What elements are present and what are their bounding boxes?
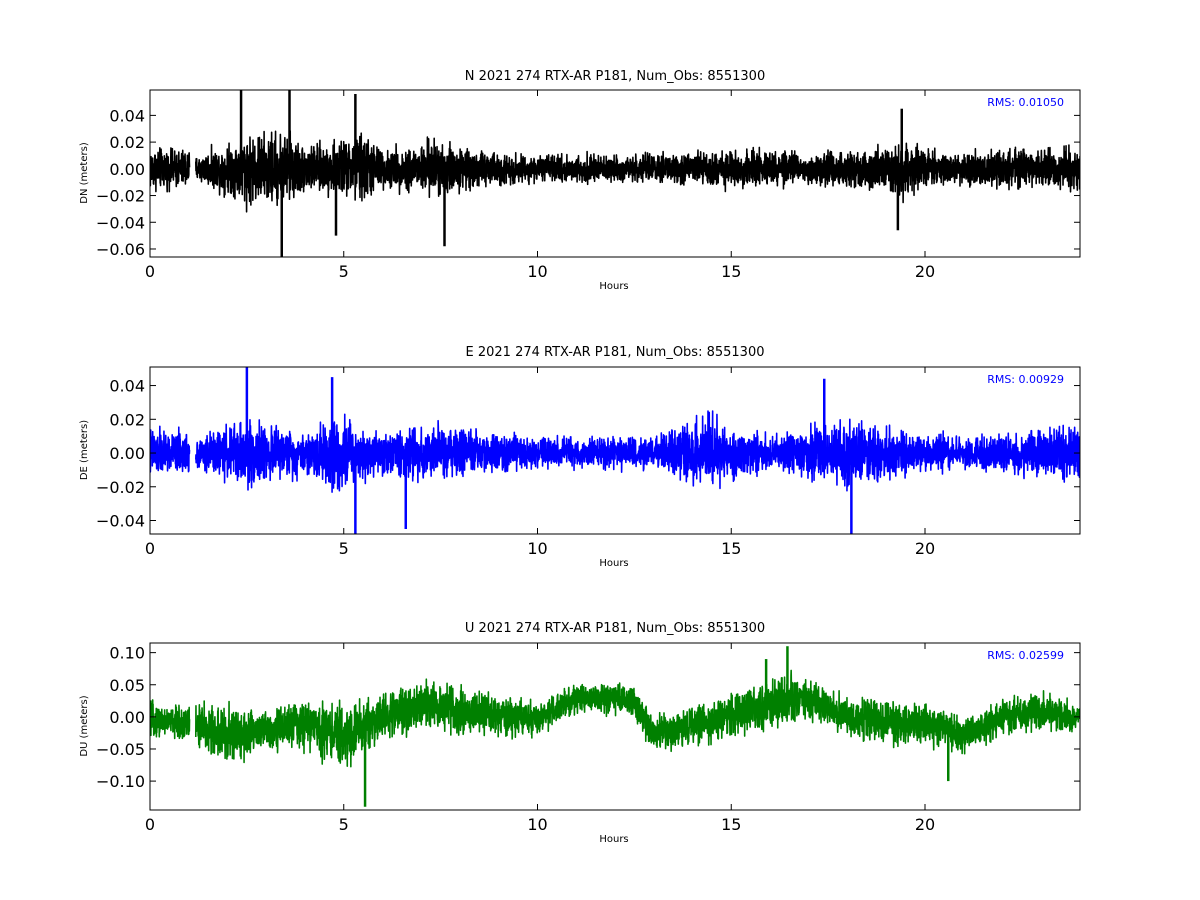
y-tick-label: 0.02 (109, 410, 145, 429)
rms-annotation: RMS: 0.00929 (987, 373, 1064, 386)
chart-title: N 2021 274 RTX-AR P181, Num_Obs: 8551300 (465, 69, 765, 84)
rms-annotation: RMS: 0.01050 (987, 96, 1064, 109)
y-axis-label: DN (meters) (79, 142, 90, 204)
y-axis-label: DE (meters) (79, 420, 90, 480)
x-tick-label: 15 (721, 262, 741, 281)
x-tick-label: 10 (527, 262, 547, 281)
x-tick-label: 10 (527, 815, 547, 834)
x-tick-label: 0 (145, 262, 155, 281)
y-tick-label: −0.04 (96, 213, 145, 232)
x-tick-label: 5 (339, 539, 349, 558)
panel-north: N 2021 274 RTX-AR P181, Num_Obs: 8551300… (79, 69, 1081, 292)
y-tick-label: 0.04 (109, 377, 145, 396)
y-tick-label: −0.02 (96, 478, 145, 497)
y-tick-label: 0.05 (109, 676, 145, 695)
x-tick-label: 0 (145, 815, 155, 834)
x-tick-label: 20 (915, 539, 935, 558)
y-tick-label: 0.10 (109, 644, 145, 663)
ticks-layer: 0 5 10 15 20 −0.06 −0.04 −0.02 0.00 0.02 0.04 (96, 90, 1080, 281)
x-tick-label: 20 (915, 815, 935, 834)
x-tick-label: 15 (721, 815, 741, 834)
y-tick-label: −0.05 (96, 740, 145, 759)
trace-layer (150, 90, 1080, 257)
panel-up: U 2021 274 RTX-AR P181, Num_Obs: 8551300… (79, 621, 1081, 845)
trace-layer (150, 646, 1080, 807)
x-axis-label: Hours (599, 558, 628, 569)
x-tick-label: 5 (339, 815, 349, 834)
y-tick-label: −0.06 (96, 240, 145, 259)
plot-frame (149, 89, 1081, 258)
y-tick-label: 0.00 (109, 444, 145, 463)
x-axis-label: Hours (599, 281, 628, 292)
y-tick-label: 0.02 (109, 133, 145, 152)
y-tick-label: −0.04 (96, 512, 145, 531)
chart-title: U 2021 274 RTX-AR P181, Num_Obs: 8551300 (465, 621, 765, 636)
y-tick-label: −0.10 (96, 772, 145, 791)
x-tick-label: 10 (527, 539, 547, 558)
series-line (150, 410, 1080, 493)
plot-frame (149, 366, 1081, 535)
ticks-layer: 0 5 10 15 20 −0.04 −0.02 0.00 0.02 0.04 (96, 367, 1080, 558)
series-line (150, 130, 1080, 213)
plot-frame (149, 642, 1081, 811)
panel-east: E 2021 274 RTX-AR P181, Num_Obs: 8551300… (79, 345, 1081, 569)
y-tick-label: −0.02 (96, 187, 145, 206)
series-line (150, 669, 1080, 768)
trace-layer (150, 367, 1080, 534)
y-tick-label: 0.00 (109, 160, 145, 179)
rms-annotation: RMS: 0.02599 (987, 649, 1064, 662)
ticks-layer: 0 5 10 15 20 −0.10 −0.05 0.00 0.05 0.10 (96, 643, 1080, 834)
y-tick-label: 0.04 (109, 106, 145, 125)
chart-title: E 2021 274 RTX-AR P181, Num_Obs: 8551300 (466, 345, 765, 360)
x-tick-label: 20 (915, 262, 935, 281)
x-axis-label: Hours (599, 834, 628, 845)
x-tick-label: 0 (145, 539, 155, 558)
x-tick-label: 5 (339, 262, 349, 281)
x-tick-label: 15 (721, 539, 741, 558)
y-axis-label: DU (meters) (79, 695, 90, 756)
y-tick-label: 0.00 (109, 708, 145, 727)
